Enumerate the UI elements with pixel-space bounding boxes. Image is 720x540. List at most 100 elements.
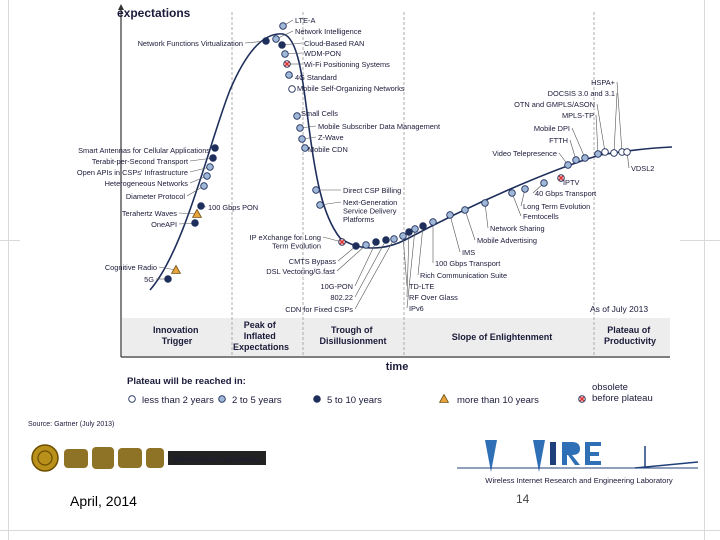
technology-marker — [372, 238, 380, 246]
university-seal-inner — [37, 450, 53, 466]
obsolete-x-icon — [284, 61, 290, 67]
legend-symbol-icon — [128, 395, 136, 403]
leader-line — [158, 266, 177, 271]
technology-100-gbps-transport: 100 Gbps Transport — [429, 218, 500, 268]
technology-marker — [211, 144, 219, 152]
technology-label: TD-LTE — [409, 282, 434, 291]
leader-line — [354, 241, 377, 287]
technology-label: LTE-A — [295, 16, 315, 25]
technology-mobile-self-organizing-networks: Mobile Self-Organizing Networks — [288, 84, 405, 93]
legend-item-4: more than 10 years — [438, 393, 539, 406]
technology-label: Z-Wave — [318, 133, 344, 142]
leader-line — [336, 244, 367, 272]
technology-mobile-advertising: Mobile Advertising — [461, 206, 537, 245]
technology-network-sharing: Network Sharing — [481, 199, 545, 233]
technology-cognitive-radio: Cognitive Radio — [105, 263, 182, 274]
technology-marker — [382, 236, 390, 244]
legend: less than 2 years 2 to 5 years 5 to 10 yea… — [128, 382, 653, 406]
technology-label: IP eXchange for Long Term Evolution — [250, 233, 321, 251]
leader-line — [596, 103, 606, 153]
technology-ip-exchange-for-long-term-evolution: IP eXchange for Long Term Evolution — [250, 233, 346, 251]
technology-marker — [564, 161, 572, 169]
source-note: Source: Gartner (July 2013) — [28, 421, 114, 428]
grid-line — [0, 530, 720, 531]
technology-marker — [191, 219, 199, 227]
technology-label: Mobile Self-Organizing Networks — [297, 84, 405, 93]
technology-label: OTN and GMPLS/ASON — [514, 100, 595, 109]
technology-marker — [390, 235, 398, 243]
technology-z-wave: Z-Wave — [298, 133, 344, 143]
legend-item-5: obsolete before plateau — [578, 382, 653, 404]
legend-item-1: less than 2 years — [128, 395, 214, 406]
technology-10g-pon: 10G-PON — [321, 238, 380, 291]
technology-label: 4G Standard — [295, 73, 337, 82]
technology-femtocells: Femtocells — [508, 189, 559, 221]
technology-marker — [446, 211, 454, 219]
technology-direct-csp-billing: Direct CSP Billing — [312, 186, 401, 195]
technology-marker — [405, 228, 413, 236]
technology-marker — [312, 186, 320, 194]
technology-mobile-dpi: Mobile DPI — [534, 124, 589, 162]
technology-label: 802.22 — [330, 293, 353, 302]
phase-label-innovation-trigger: Innovation Trigger — [153, 325, 201, 346]
technology-marker — [272, 35, 280, 43]
university-name-plate — [168, 451, 266, 465]
technology-label: IMS — [462, 248, 475, 257]
technology-marker — [209, 154, 217, 162]
university-name: National Chiao Tung University — [175, 456, 261, 463]
technology-label: Network Intelligence — [295, 27, 362, 36]
phase-label-trough: Trough of Disillusionment — [319, 325, 386, 346]
technology-label: Rich Communication Suite — [420, 271, 507, 280]
technology-label: Network Functions Virtualization — [138, 39, 243, 48]
technology-label: Small Cells — [301, 109, 338, 118]
leader-line — [406, 228, 416, 309]
leader-line — [189, 157, 214, 162]
technology-marker — [362, 241, 370, 249]
leader-line — [616, 81, 623, 153]
technology-mobile-subscriber-data-management: Mobile Subscriber Data Management — [296, 122, 440, 132]
technology-label: Cloud-Based RAN — [304, 39, 364, 48]
technology-label: MPLS-TP — [562, 111, 594, 120]
technology-wi-fi-positioning-systems: Wi-Fi Positioning Systems — [283, 60, 390, 69]
technology-label: 10G-PON — [321, 282, 353, 291]
leader-line — [571, 127, 586, 159]
technology-label: Mobile DPI — [534, 124, 570, 133]
leader-line — [511, 192, 522, 217]
technology-terahertz-waves: Terahertz Waves — [122, 208, 203, 218]
legend-title: Plateau will be reached in: — [127, 376, 246, 387]
phase-dividers — [231, 12, 595, 356]
obsolete-x-icon — [558, 175, 564, 181]
technology-ipv6: IPv6 — [406, 225, 424, 313]
phase-label-plateau: Plateau of Productivity — [604, 325, 656, 346]
technology-td-lte: TD-LTE — [399, 232, 434, 291]
technology-cloud-based-ran: Cloud-Based RAN — [278, 39, 364, 49]
technology-terabit-per-second-transport: Terabit-per-Second Transport — [92, 154, 217, 166]
technology-markers: LTE-A Network Intelligence Network Functio… — [77, 16, 655, 314]
leader-line — [337, 245, 357, 262]
leader-line — [354, 239, 387, 298]
technology-small-cells: Small Cells — [293, 109, 338, 120]
technology-next-generation-service-delivery-platforms: Next-Generation Service Delivery Platforms — [316, 198, 397, 224]
leader-line — [484, 202, 489, 229]
x-axis-label: time — [386, 361, 409, 373]
technology-long-term-evolution: Long Term Evolution — [520, 185, 590, 211]
technology-video-telepresence: Video Telepresence — [492, 149, 572, 169]
technology-label: Terabit-per-Second Transport — [92, 157, 188, 166]
technology-label: IPv6 — [409, 304, 424, 313]
obsolete-x-icon — [339, 239, 345, 245]
presentation-date: April, 2014 — [70, 493, 137, 509]
technology-marker — [481, 199, 489, 207]
technology-label: Cognitive Radio — [105, 263, 157, 272]
technology-label: IPTV — [563, 178, 579, 187]
technology-marker — [288, 85, 296, 93]
technology-5g: 5G — [144, 275, 172, 284]
technology-marker — [293, 112, 301, 120]
hype-cycle-figure: expectations time As of July 2013 Innova… — [20, 0, 680, 432]
page-number: 14 — [516, 492, 530, 506]
legend-label: 5 to 10 years — [327, 395, 382, 406]
technology-marker — [197, 202, 205, 210]
technology-marker — [610, 149, 618, 157]
technology-marker — [279, 22, 287, 30]
technology-label: Network Sharing — [490, 224, 545, 233]
